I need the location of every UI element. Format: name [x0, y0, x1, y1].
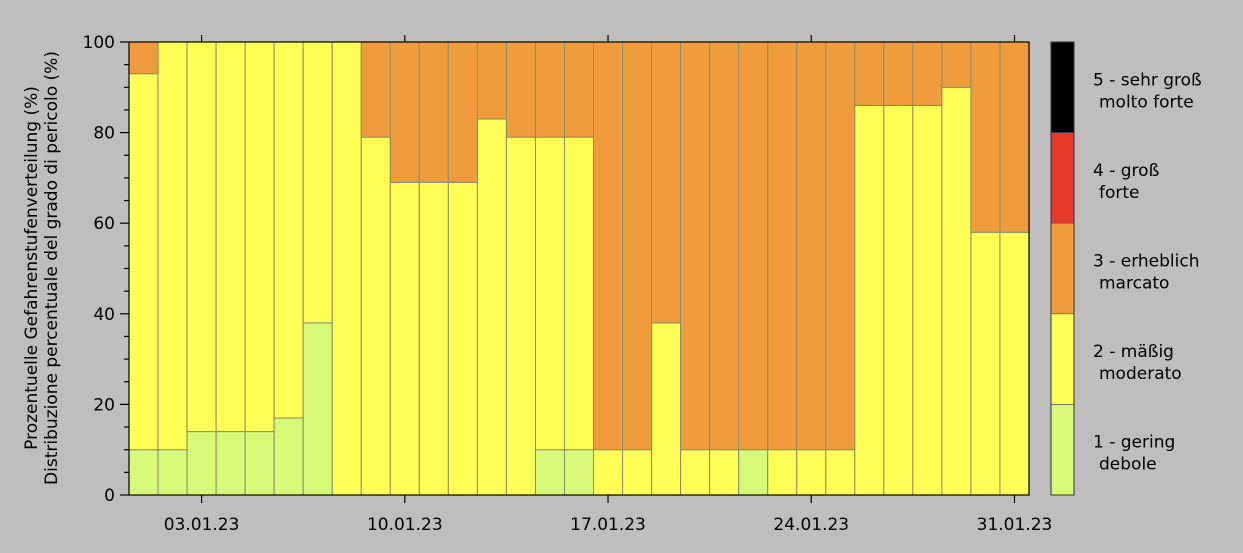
- bar-day-31-level-3: [999, 41, 1030, 233]
- bar-day-20-level-3: [680, 41, 711, 451]
- x-tick-label: 03.01.23: [164, 515, 240, 535]
- bar-day-5-level-2: [244, 41, 275, 433]
- bar-day-16-level-2: [563, 136, 595, 451]
- bar-day-15-level-3: [534, 41, 565, 138]
- legend-sublabel-level-5: molto forte: [1099, 92, 1194, 112]
- bar-day-1-level-2: [128, 73, 159, 451]
- bar-day-22-level-3: [738, 41, 769, 451]
- bar-day-15-level-1: [534, 449, 565, 496]
- bar-day-20-level-2: [680, 449, 711, 496]
- bar-day-4-level-2: [215, 41, 246, 433]
- bar-day-31-level-2: [999, 231, 1030, 496]
- bar-day-23-level-3: [767, 41, 798, 451]
- bar-day-3-level-2: [186, 41, 217, 433]
- bar-day-12-level-2: [447, 181, 478, 496]
- bar-day-7-level-2: [302, 41, 333, 324]
- bar-day-13-level-2: [476, 118, 507, 496]
- y-axis-title-italian: Distribuzione percentuale del grado di p…: [42, 51, 62, 485]
- bar-day-2-level-1: [157, 449, 188, 496]
- bar-day-29-level-2: [941, 86, 972, 496]
- x-tick-label: 24.01.23: [773, 515, 849, 535]
- y-tick-label: 60: [93, 214, 115, 234]
- bar-day-18-level-3: [622, 41, 653, 451]
- bar-day-6-level-1: [273, 417, 304, 496]
- legend-swatch-level-5: [1050, 41, 1075, 133]
- y-axis-title-german: Prozentuelle Gefahrenstufenverteilung (%…: [22, 86, 42, 450]
- bar-day-16-level-3: [563, 41, 595, 138]
- bar-day-13-level-3: [476, 41, 507, 120]
- bar-day-21-level-3: [709, 41, 740, 451]
- bar-day-8-level-2: [331, 41, 362, 496]
- legend-swatch-level-3: [1050, 222, 1075, 315]
- axes-group: 0 20 40 60 80 100 03.01.23 10.01.23 17.01.23 24.0…: [83, 33, 1053, 535]
- legend-label-level-3: 3 - erheblich: [1093, 252, 1200, 272]
- x-tick-label: 31.01.23: [977, 515, 1053, 535]
- legend-label-level-2: 2 - mäßig: [1093, 342, 1174, 362]
- legend-frame: [1050, 41, 1075, 496]
- x-tick-label: 17.01.23: [570, 515, 646, 535]
- bar-day-9-level-3: [360, 41, 391, 138]
- legend-sublabel-level-3: marcato: [1099, 274, 1169, 294]
- bar-day-14-level-2: [505, 136, 536, 496]
- bar-day-23-level-2: [767, 449, 798, 496]
- legend-label-level-4: 4 - groß: [1093, 161, 1159, 181]
- legend-sublabel-level-2: moderato: [1099, 364, 1182, 384]
- bar-day-19-level-3: [651, 41, 682, 324]
- bar-day-17-level-3: [593, 41, 624, 451]
- bar-day-3-level-1: [186, 431, 217, 496]
- bar-day-16-level-1: [563, 449, 595, 496]
- bar-day-27-level-2: [883, 104, 914, 496]
- bar-day-19-level-2: [651, 322, 682, 496]
- legend-swatch-level-1: [1050, 404, 1075, 496]
- bar-day-26-level-3: [854, 41, 885, 106]
- bar-day-10-level-2: [389, 181, 420, 496]
- y-tick-label: 40: [93, 305, 115, 325]
- legend-sublabel-level-1: debole: [1099, 455, 1157, 475]
- bar-day-7-level-1: [302, 322, 333, 496]
- bar-day-9-level-2: [360, 136, 391, 496]
- y-tick-label: 20: [93, 395, 115, 415]
- bar-day-28-level-3: [912, 41, 943, 106]
- legend-label-level-1: 1 - gering: [1093, 433, 1175, 453]
- bar-day-4-level-1: [215, 431, 246, 496]
- bar-day-30-level-3: [970, 41, 1001, 233]
- bar-day-12-level-3: [447, 41, 478, 183]
- bar-day-6-level-2: [273, 41, 304, 419]
- bar-day-27-level-3: [883, 41, 914, 106]
- bar-day-24-level-2: [796, 449, 827, 496]
- bar-day-15-level-2: [534, 136, 565, 451]
- bar-day-26-level-2: [854, 104, 885, 496]
- bar-day-10-level-3: [389, 41, 420, 183]
- bar-day-30-level-2: [970, 231, 1001, 496]
- bar-day-14-level-3: [505, 41, 536, 138]
- bar-day-1-level-1: [128, 449, 159, 496]
- y-tick-label: 80: [93, 124, 115, 144]
- bar-day-24-level-3: [796, 41, 827, 451]
- bar-day-25-level-2: [825, 449, 856, 496]
- bar-day-29-level-3: [941, 41, 972, 88]
- legend-sublabel-level-4: forte: [1099, 183, 1140, 203]
- bar-day-5-level-1: [244, 431, 275, 496]
- bars-group: [128, 41, 1030, 496]
- bar-day-1-level-3: [128, 41, 159, 75]
- bar-day-2-level-2: [157, 41, 188, 451]
- legend-swatch-level-2: [1050, 313, 1075, 405]
- x-tick-label: 10.01.23: [367, 515, 443, 535]
- bar-day-28-level-2: [912, 104, 943, 496]
- bar-day-11-level-3: [418, 41, 449, 183]
- legend-swatch-level-4: [1050, 132, 1075, 224]
- legend-label-level-5: 5 - sehr groß: [1093, 70, 1202, 90]
- y-tick-label: 0: [104, 486, 115, 506]
- y-tick-label: 100: [83, 33, 115, 53]
- bar-day-25-level-3: [825, 41, 856, 451]
- bar-day-22-level-1: [738, 449, 769, 496]
- bar-day-21-level-2: [709, 449, 740, 496]
- bar-day-18-level-2: [622, 449, 653, 496]
- bar-day-11-level-2: [418, 181, 449, 496]
- bar-day-17-level-2: [593, 449, 624, 496]
